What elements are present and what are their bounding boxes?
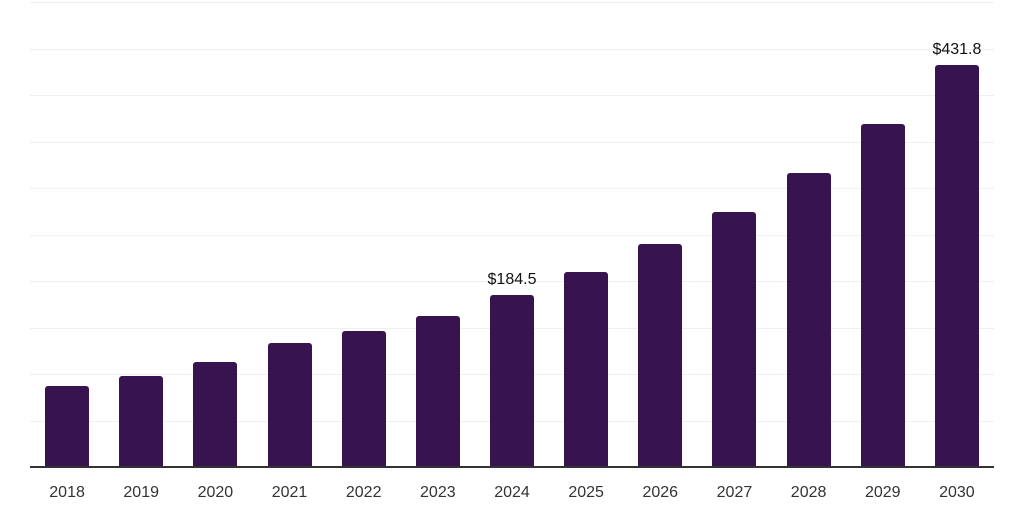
bar-2023: [415, 315, 460, 467]
x-tick-label-2021: 2021: [271, 484, 308, 501]
bar-2028: [786, 173, 831, 467]
bar-2029: [860, 124, 905, 467]
bar-2024: [490, 295, 534, 467]
x-tick-label-2019: 2019: [123, 484, 159, 501]
x-tick-label-2029: 2029: [864, 484, 901, 501]
x-tick-label-2030: 2030: [939, 484, 975, 501]
gridline-400: [30, 95, 994, 96]
x-axis-line: [30, 466, 994, 468]
value-label-2030: $431.8: [932, 41, 982, 59]
gridline-350: [30, 141, 994, 143]
gridline-500: [30, 2, 994, 3]
bar-2026: [638, 243, 683, 467]
value-label-2024: $184.5: [487, 271, 537, 289]
x-tick-label-2018: 2018: [49, 484, 85, 501]
x-tick-label-2020: 2020: [197, 484, 234, 501]
gridline-450: [30, 48, 994, 50]
bar-2027: [712, 211, 757, 467]
x-tick-label-2024: 2024: [494, 484, 530, 501]
gridline-250: [30, 234, 994, 236]
x-tick-label-2022: 2022: [345, 484, 382, 501]
bar-2025: [564, 271, 609, 467]
bar-2030: [934, 65, 979, 467]
x-tick-label-2027: 2027: [716, 484, 753, 501]
x-tick-label-2028: 2028: [790, 484, 827, 501]
x-tick-label-2026: 2026: [642, 484, 679, 501]
x-tick-label-2025: 2025: [568, 484, 604, 501]
gridline-200: [30, 281, 994, 282]
x-tick-label-2023: 2023: [420, 484, 456, 501]
bar-2018: [45, 385, 90, 467]
bar-2020: [193, 361, 238, 467]
gridline-300: [30, 188, 994, 189]
bar-2022: [341, 331, 386, 467]
bar-2019: [119, 376, 164, 467]
bar-2021: [267, 342, 312, 467]
